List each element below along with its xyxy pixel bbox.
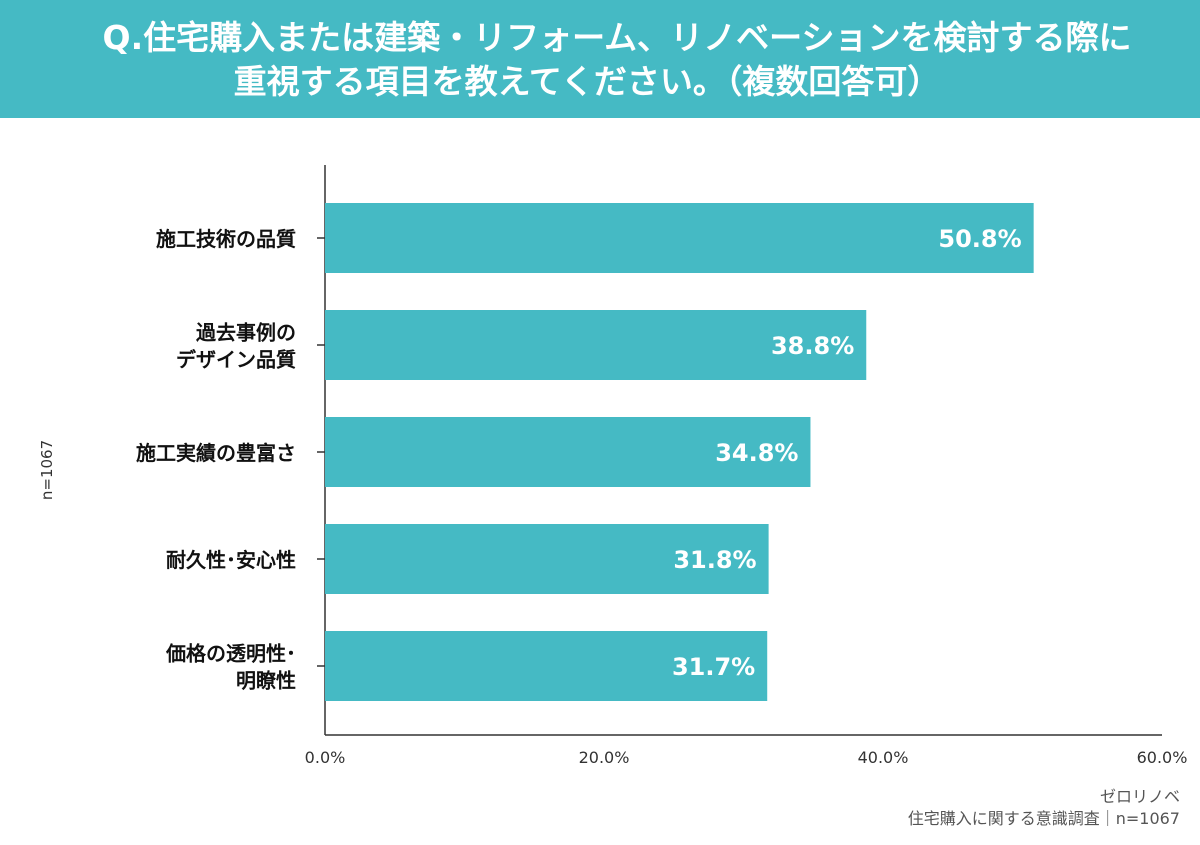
chart-title: Q.住宅購入または建築・リフォーム、リノベーションを検討する際に 重視する項目を… xyxy=(0,0,1200,118)
bar xyxy=(325,310,867,380)
category-label: 施工実績の豊富さ xyxy=(136,441,296,465)
bar xyxy=(325,417,811,487)
category-label: 過去事例の xyxy=(196,321,296,345)
x-tick-label: 20.0% xyxy=(579,748,630,767)
bar-value-label: 34.8% xyxy=(715,439,798,467)
category-label: 施工技術の品質 xyxy=(156,227,296,251)
category-label: デザイン品質 xyxy=(176,348,296,372)
bar xyxy=(325,524,769,594)
x-tick-label: 0.0% xyxy=(305,748,346,767)
x-tick-label: 60.0% xyxy=(1137,748,1188,767)
x-tick-label: 40.0% xyxy=(858,748,909,767)
bar-value-label: 31.7% xyxy=(672,653,755,681)
title-line-1: Q.住宅購入または建築・リフォーム、リノベーションを検討する際に xyxy=(102,18,1132,57)
category-label: 明瞭性 xyxy=(236,669,296,693)
bar-value-label: 38.8% xyxy=(771,332,854,360)
source-brand: ゼロリノベ xyxy=(1099,787,1180,806)
source-survey: 住宅購入に関する意識調査｜n=1067 xyxy=(907,809,1180,828)
category-label: 耐久性･安心性 xyxy=(166,548,296,572)
bar xyxy=(325,631,768,701)
category-label: 価格の透明性･ xyxy=(165,642,296,666)
bar xyxy=(325,203,1034,273)
bar-chart: 0.0% 20.0% 40.0% 60.0% 50.8% 施工技術の品質 38.8% 過去事例… xyxy=(136,165,1188,767)
sample-size-label: n=1067 xyxy=(38,439,56,501)
bar-value-label: 50.8% xyxy=(938,225,1021,253)
title-line-2: 重視する項目を教えてください。（複数回答可） xyxy=(233,62,941,101)
bar-value-label: 31.8% xyxy=(673,546,756,574)
source-note: ゼロリノベ 住宅購入に関する意識調査｜n=1067 xyxy=(908,786,1180,830)
